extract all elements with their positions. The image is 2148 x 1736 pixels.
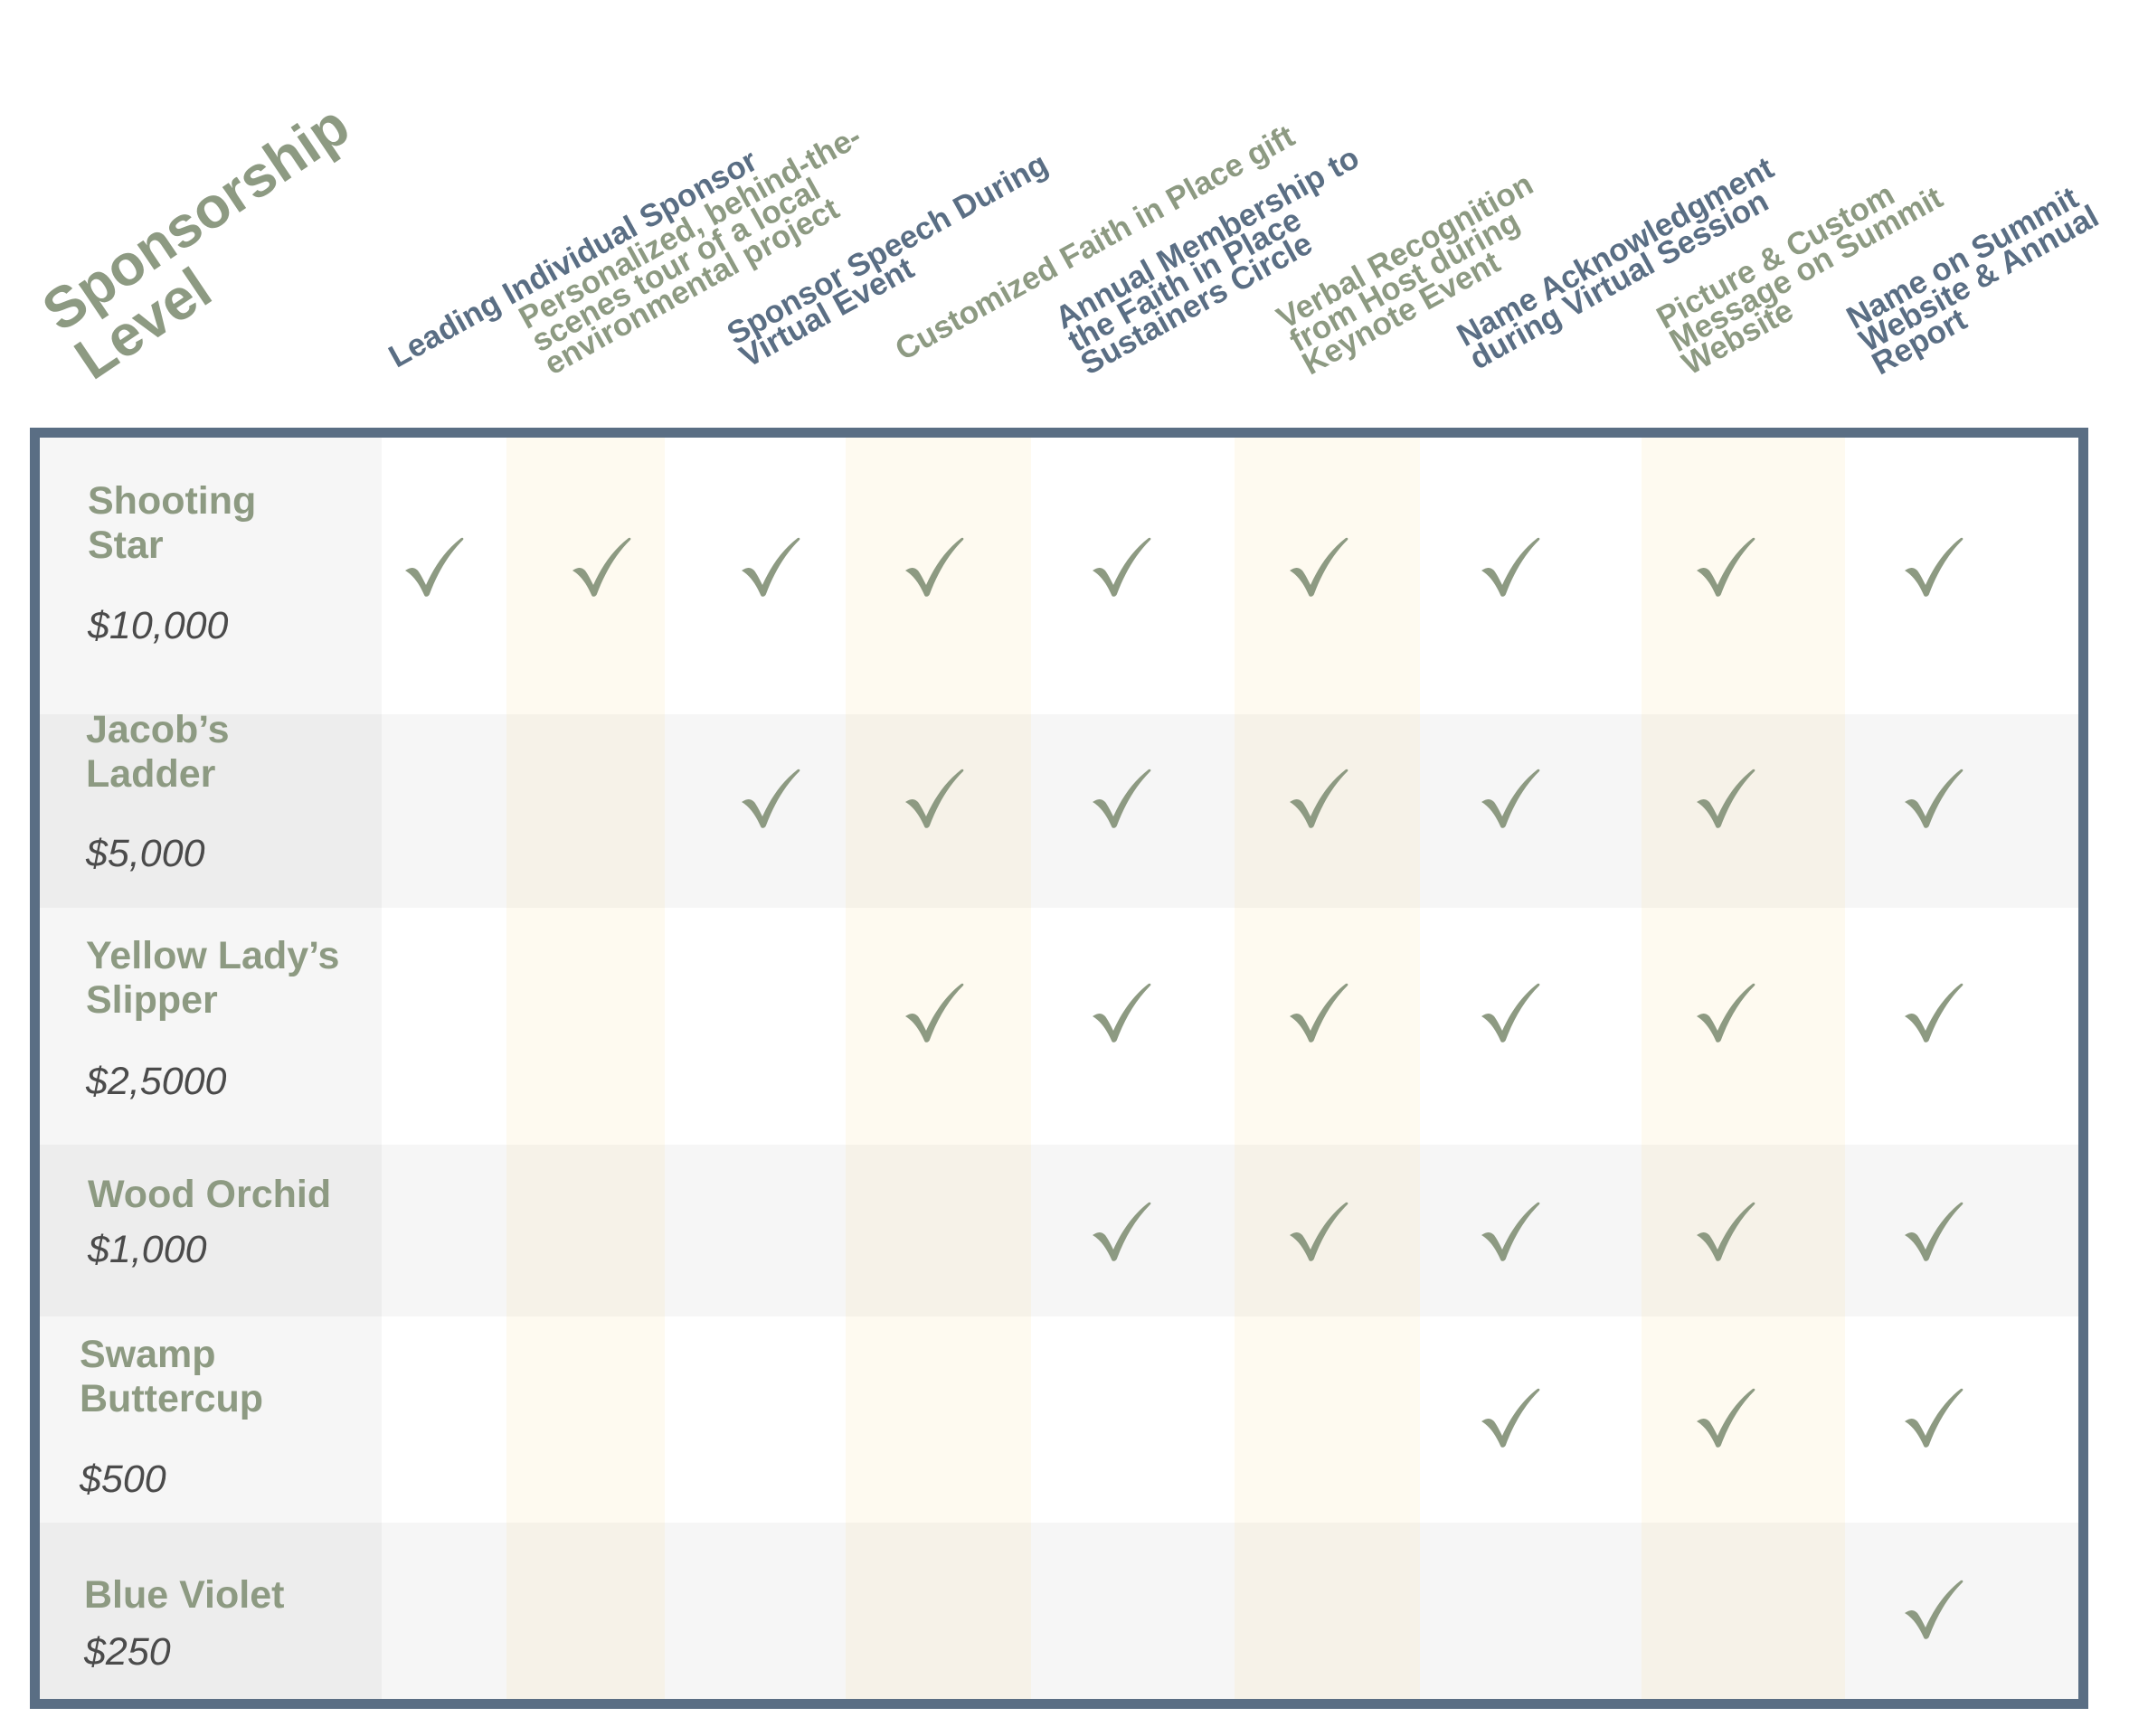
checkmark-icon: [1481, 537, 1540, 597]
level-price: $10,000: [88, 604, 229, 647]
level-price: $2,5000: [86, 1060, 227, 1103]
checkmark-icon: [1290, 537, 1348, 597]
level-price: $1,000: [88, 1228, 207, 1271]
row-band: [40, 908, 2078, 1145]
sponsorship-table: Shooting Star $10,000 Jacob’s Ladder $5,000…: [30, 428, 2088, 1709]
checkmark-icon: [1905, 983, 1963, 1043]
level-name: Shooting Star: [88, 479, 257, 567]
checkmark-icon: [1481, 983, 1540, 1043]
checkmark-icon: [1697, 1202, 1755, 1261]
checkmark-icon: [1905, 769, 1963, 828]
checkmark-icon: [1290, 1202, 1348, 1261]
level-name: Swamp Buttercup: [80, 1333, 264, 1420]
benefit-column-stripe: [1642, 438, 1845, 1699]
level-price: $5,000: [86, 832, 205, 875]
level-name: Jacob’s Ladder: [86, 708, 230, 796]
level-price: $250: [84, 1630, 171, 1674]
sponsorship-level-title: Sponsorship Level: [31, 91, 361, 392]
checkmark-icon: [905, 537, 964, 597]
benefit-column-stripe: [506, 438, 665, 1699]
checkmark-icon: [1290, 983, 1348, 1043]
benefit-column-stripe: [1235, 438, 1420, 1699]
benefit-column-stripe: [846, 438, 1031, 1699]
checkmark-icon: [1905, 1388, 1963, 1448]
level-name: Yellow Lady’s Slipper: [86, 934, 340, 1022]
checkmark-icon: [1697, 1388, 1755, 1448]
checkmark-icon: [1290, 769, 1348, 828]
checkmark-icon: [1481, 1202, 1540, 1261]
level-name: Blue Violet: [84, 1573, 285, 1617]
checkmark-icon: [1905, 1580, 1963, 1639]
checkmark-icon: [1093, 1202, 1151, 1261]
level-price: $500: [80, 1458, 166, 1501]
row-band: [40, 714, 2078, 908]
checkmark-icon: [1905, 1202, 1963, 1261]
checkmark-icon: [1697, 769, 1755, 828]
checkmark-icon: [1093, 983, 1151, 1043]
level-name: Wood Orchid: [88, 1173, 332, 1216]
checkmark-icon: [742, 769, 800, 828]
checkmark-icon: [1697, 983, 1755, 1043]
row-band: [40, 1145, 2078, 1316]
checkmark-icon: [742, 537, 800, 597]
row-band: [40, 1316, 2078, 1523]
checkmark-icon: [1481, 769, 1540, 828]
checkmark-icon: [1093, 537, 1151, 597]
checkmark-icon: [905, 983, 964, 1043]
checkmark-icon: [1481, 1388, 1540, 1448]
row-band: [40, 438, 2078, 714]
row-band: [40, 1523, 2078, 1699]
checkmark-icon: [1905, 537, 1963, 597]
checkmark-icon: [1093, 769, 1151, 828]
checkmark-icon: [1697, 537, 1755, 597]
checkmark-icon: [572, 537, 631, 597]
checkmark-icon: [905, 769, 964, 828]
checkmark-icon: [405, 537, 464, 597]
